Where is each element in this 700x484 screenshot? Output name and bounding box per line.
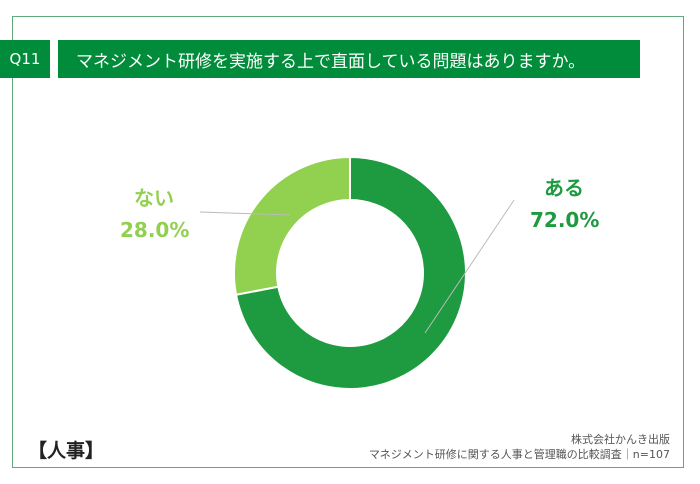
label-aru: ある [544, 176, 584, 200]
group-label: 【人事】 [28, 440, 105, 462]
value-aru: 72.0% [530, 208, 600, 232]
value-nai: 28.0% [120, 218, 190, 242]
leader-line-0 [424, 199, 515, 334]
publisher: 株式会社かんき出版 [571, 433, 670, 446]
slice-0 [234, 155, 467, 390]
leader-line-1 [199, 211, 291, 216]
source: 株式会社かんき出版 マネジメント研修に関する人事と管理職の比較調査｜n=107 [369, 432, 670, 462]
slice-1 [233, 155, 351, 296]
question-title: マネジメント研修を実施する上で直面している問題はありますか。 [58, 40, 640, 78]
survey-info: マネジメント研修に関する人事と管理職の比較調査｜n=107 [368, 448, 670, 461]
question-number: Q11 [0, 40, 50, 78]
label-nai: ない [134, 186, 174, 210]
frame [12, 16, 684, 468]
